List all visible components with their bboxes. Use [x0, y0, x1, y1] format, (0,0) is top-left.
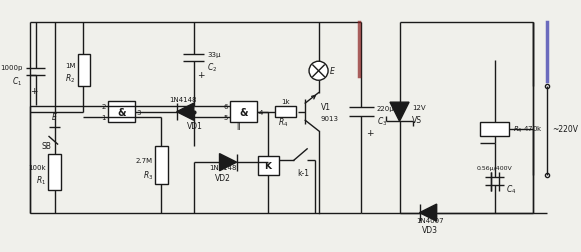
- Text: $R_4$: $R_4$: [278, 116, 289, 129]
- Text: 12V: 12V: [412, 105, 425, 110]
- Text: 1k: 1k: [281, 99, 289, 105]
- Text: $C_3$: $C_3$: [376, 115, 387, 128]
- Text: +: +: [366, 129, 374, 138]
- Text: VD3: VD3: [422, 225, 438, 234]
- Text: 3: 3: [137, 109, 141, 115]
- Bar: [480, 123, 509, 136]
- Polygon shape: [220, 154, 236, 171]
- Text: VS: VS: [412, 115, 422, 124]
- Text: VD1: VD1: [187, 121, 203, 130]
- Text: 220µ: 220µ: [376, 105, 394, 111]
- Bar: [275, 107, 296, 118]
- Text: $C_4$: $C_4$: [506, 183, 517, 195]
- Text: 0.56µ/400V: 0.56µ/400V: [477, 166, 512, 171]
- Text: 2: 2: [102, 104, 106, 110]
- Text: E: E: [330, 67, 335, 76]
- Polygon shape: [419, 204, 437, 221]
- Text: 100k: 100k: [28, 164, 46, 170]
- Text: $R_3$: $R_3$: [142, 169, 153, 181]
- Bar: [48, 154, 62, 190]
- Text: 6: 6: [224, 104, 228, 110]
- Text: 1N4007: 1N4007: [416, 217, 444, 223]
- Text: V1: V1: [321, 103, 331, 112]
- Text: $C_1$: $C_1$: [12, 76, 22, 88]
- Circle shape: [309, 62, 328, 81]
- Text: 1N4148: 1N4148: [210, 164, 237, 170]
- Text: &: &: [239, 107, 248, 117]
- Text: 1N4148: 1N4148: [170, 97, 197, 103]
- Text: E: E: [52, 112, 57, 121]
- Text: $C_2$: $C_2$: [207, 61, 217, 74]
- Bar: [257, 156, 278, 175]
- Text: 5: 5: [224, 115, 228, 121]
- Text: 1000p: 1000p: [0, 65, 22, 71]
- Text: 1M: 1M: [65, 63, 76, 69]
- Text: SB: SB: [41, 141, 51, 150]
- Bar: [230, 102, 257, 123]
- Text: $R_1$: $R_1$: [36, 173, 46, 186]
- Text: k-1: k-1: [297, 169, 310, 177]
- Bar: [155, 146, 168, 184]
- Text: K: K: [264, 161, 271, 170]
- Text: II: II: [236, 123, 241, 132]
- Polygon shape: [177, 104, 194, 121]
- Text: VD2: VD2: [216, 173, 231, 182]
- Text: ~220V: ~220V: [552, 125, 578, 134]
- Text: 9013: 9013: [321, 116, 339, 122]
- Text: 33µ: 33µ: [207, 51, 221, 57]
- Text: $R_2$: $R_2$: [66, 72, 76, 84]
- Bar: [78, 54, 90, 87]
- Text: +: +: [30, 87, 38, 96]
- Bar: [108, 102, 135, 123]
- Text: 2.7M: 2.7M: [136, 158, 153, 164]
- Polygon shape: [390, 103, 409, 122]
- Text: 4: 4: [259, 109, 263, 115]
- Text: $R_4$ 470k: $R_4$ 470k: [513, 124, 543, 134]
- Text: &: &: [117, 107, 125, 117]
- Text: +: +: [196, 71, 204, 80]
- Text: 1: 1: [102, 115, 106, 121]
